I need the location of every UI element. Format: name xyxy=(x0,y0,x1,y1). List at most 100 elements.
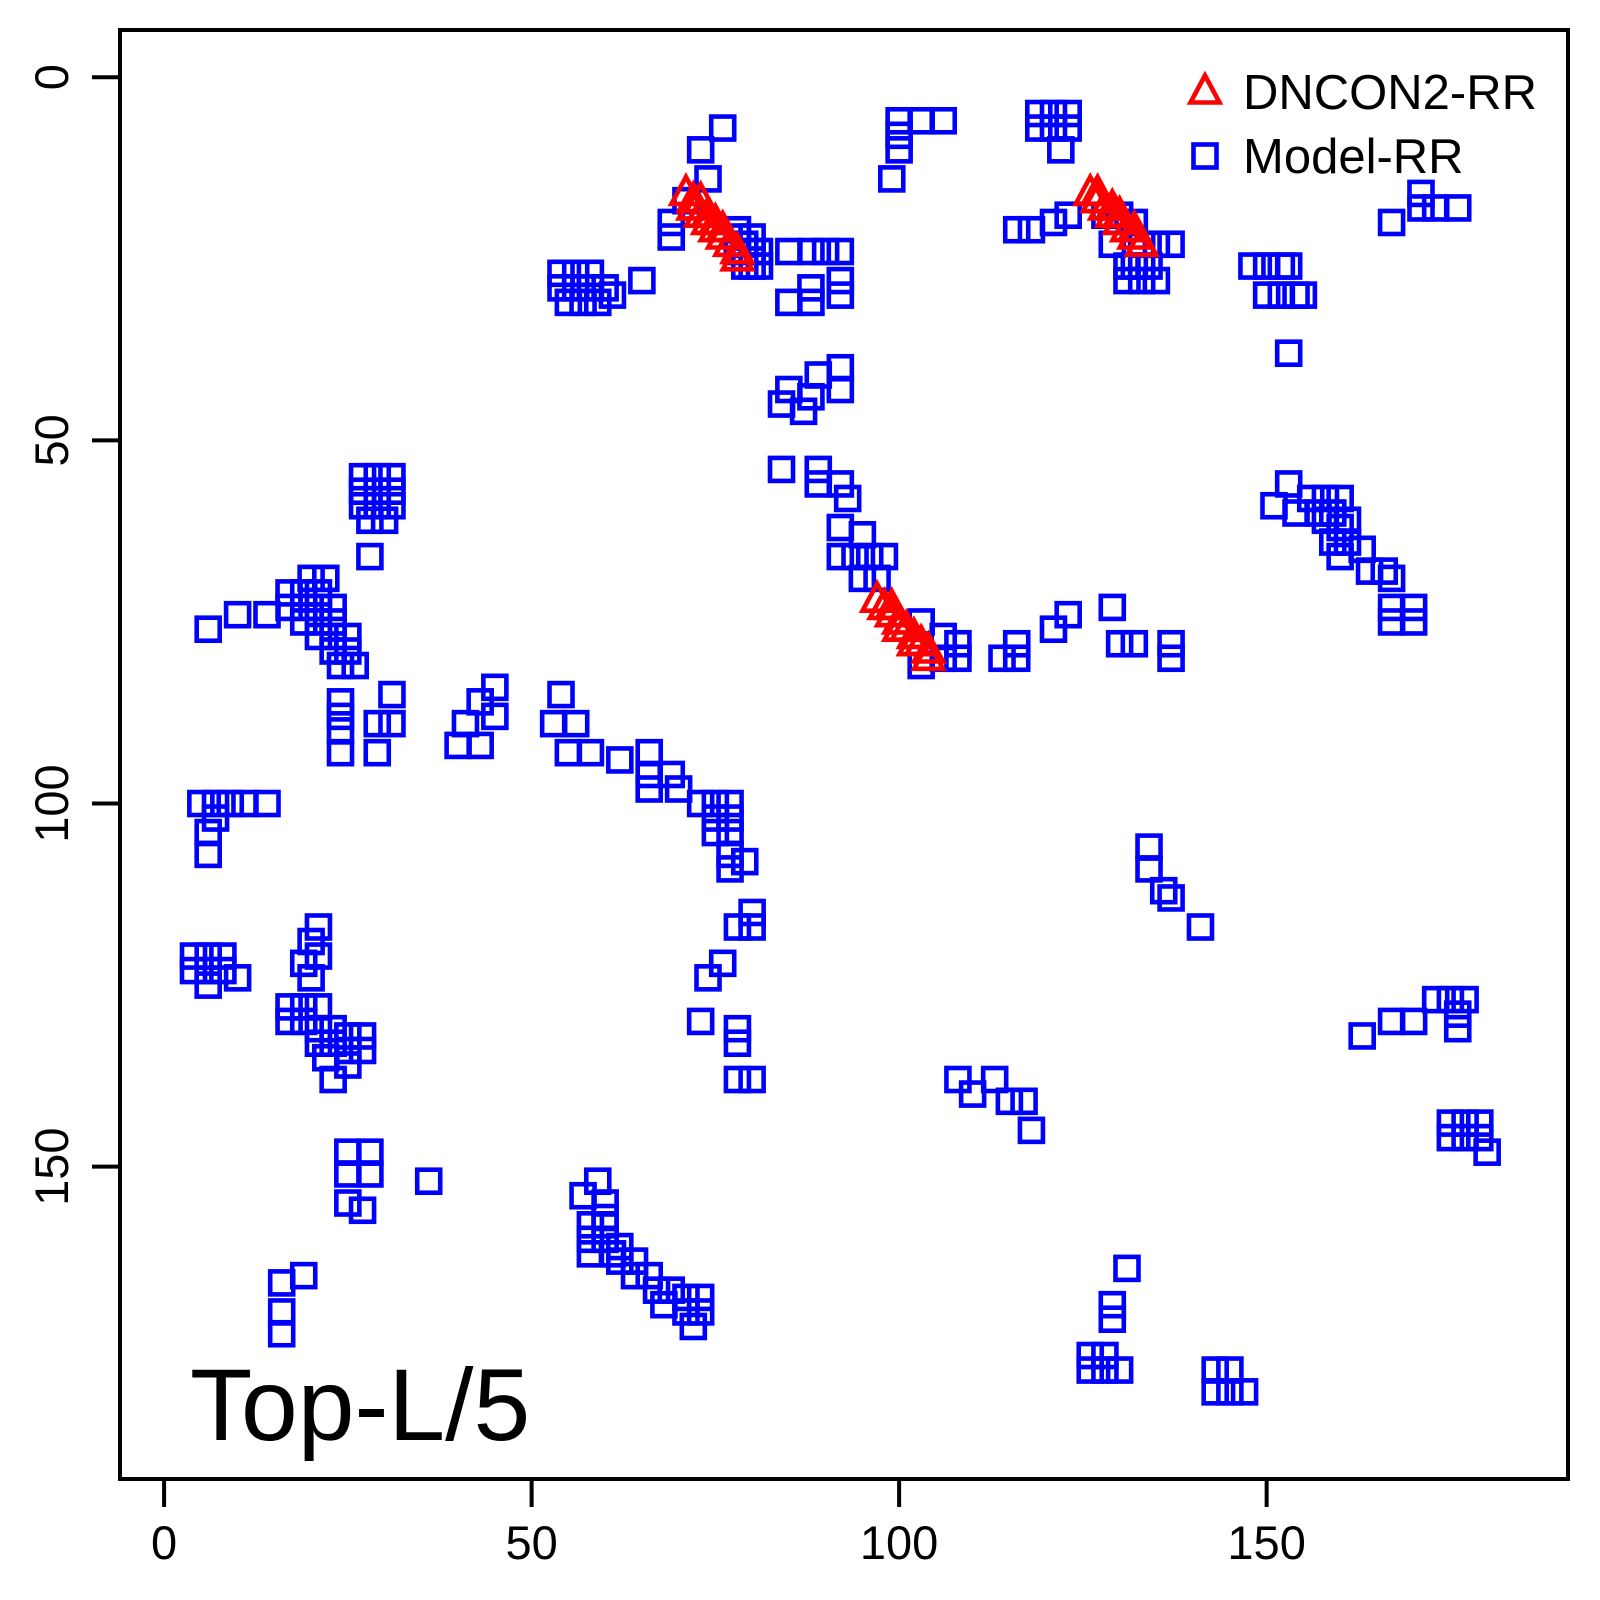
data-point-square xyxy=(414,1167,443,1196)
data-point-square xyxy=(1318,528,1347,556)
data-point-square xyxy=(1465,1109,1494,1137)
data-point-square xyxy=(694,964,722,992)
data-point-square xyxy=(297,564,325,593)
data-point-square xyxy=(995,1087,1024,1116)
data-point-square xyxy=(1142,266,1171,295)
data-point-triangle xyxy=(1101,201,1138,236)
data-point-square xyxy=(356,506,384,535)
data-point-square xyxy=(576,1225,605,1254)
data-point-square xyxy=(1399,593,1428,622)
data-point-square xyxy=(775,375,803,404)
data-point-square xyxy=(591,1225,619,1254)
data-point-square xyxy=(826,542,855,571)
data-point-square xyxy=(1002,215,1031,244)
data-point-square xyxy=(635,1261,664,1290)
data-point-square xyxy=(289,608,318,636)
data-point-square xyxy=(1157,230,1185,259)
data-point-square xyxy=(1443,1014,1472,1043)
data-point-square xyxy=(1451,1123,1479,1152)
data-point-square xyxy=(275,593,303,622)
data-point-square xyxy=(628,266,656,295)
data-point-square xyxy=(576,259,605,288)
data-point-square xyxy=(1282,281,1310,309)
data-point-square xyxy=(1054,201,1082,230)
data-point-square xyxy=(988,644,1016,673)
data-point-square xyxy=(826,375,855,404)
data-point-square xyxy=(716,804,744,832)
data-point-square xyxy=(716,789,744,818)
data-point-square xyxy=(304,593,333,622)
data-point-square xyxy=(547,274,575,302)
data-point-square xyxy=(1443,194,1472,222)
data-point-square xyxy=(716,855,744,883)
data-point-square xyxy=(672,1283,700,1312)
data-point-square xyxy=(1267,281,1296,309)
data-point-square xyxy=(576,738,605,767)
data-point-square xyxy=(341,651,370,680)
y-axis-tick-label: 50 xyxy=(25,414,78,466)
data-point-square xyxy=(907,106,935,135)
data-point-square xyxy=(1098,1305,1127,1334)
data-point-square xyxy=(304,608,333,636)
data-point-square xyxy=(620,1247,649,1275)
data-point-square xyxy=(1348,1022,1376,1050)
data-point-square xyxy=(1304,499,1332,527)
data-point-square xyxy=(348,462,377,491)
data-point-square xyxy=(1024,114,1053,142)
data-point-square xyxy=(797,237,825,266)
data-point-square xyxy=(275,993,303,1021)
data-point-square xyxy=(944,644,972,673)
data-point-square xyxy=(547,259,575,288)
data-point-square xyxy=(1377,1007,1406,1036)
data-point-square xyxy=(554,738,583,767)
data-point-square xyxy=(466,688,494,716)
data-point-square xyxy=(1113,266,1141,295)
data-point-square xyxy=(686,136,715,164)
data-point-square xyxy=(701,804,730,832)
data-point-square xyxy=(194,942,223,970)
data-point-square xyxy=(348,1036,377,1065)
data-point-square xyxy=(958,1080,987,1108)
legend-label-model-rr: Model-RR xyxy=(1243,130,1464,184)
data-point-square xyxy=(1326,542,1354,571)
data-point-triangle xyxy=(704,215,742,250)
data-point-square xyxy=(569,1181,597,1210)
data-point-square xyxy=(304,622,333,651)
data-point-square xyxy=(1017,215,1046,244)
data-point-square xyxy=(275,579,303,607)
data-point-triangle xyxy=(880,600,918,635)
data-point-square xyxy=(334,1189,362,1217)
data-point-square xyxy=(304,579,333,607)
data-point-square xyxy=(378,680,406,709)
data-point-square xyxy=(1098,1290,1127,1319)
data-point-square xyxy=(848,564,877,593)
data-point-square xyxy=(194,615,223,644)
data-point-square xyxy=(664,775,693,803)
data-point-square xyxy=(1407,194,1435,222)
data-point-triangle xyxy=(1186,70,1224,105)
data-point-square xyxy=(378,491,406,520)
y-axis-tick-label: 100 xyxy=(25,764,78,842)
data-point-square xyxy=(767,390,796,418)
data-point-square xyxy=(1377,564,1406,593)
data-point-square xyxy=(289,1007,318,1036)
data-point-square xyxy=(231,789,259,818)
data-point-square xyxy=(944,1065,972,1094)
data-point-square xyxy=(348,1196,377,1225)
data-point-square xyxy=(723,1065,752,1094)
data-point-square xyxy=(1370,557,1399,585)
data-point-square xyxy=(326,688,355,716)
data-point-square xyxy=(253,789,281,818)
data-point-square xyxy=(701,818,730,847)
data-point-square xyxy=(289,579,318,607)
data-point-square xyxy=(591,1210,619,1239)
data-point-square xyxy=(319,608,347,636)
data-point-square xyxy=(1076,1356,1105,1384)
data-point-square xyxy=(1216,1378,1244,1406)
data-point-square xyxy=(223,600,252,629)
data-point-square xyxy=(1465,1123,1494,1152)
data-point-square xyxy=(179,942,208,970)
data-point-square xyxy=(1407,179,1435,208)
data-point-square xyxy=(1002,644,1031,673)
